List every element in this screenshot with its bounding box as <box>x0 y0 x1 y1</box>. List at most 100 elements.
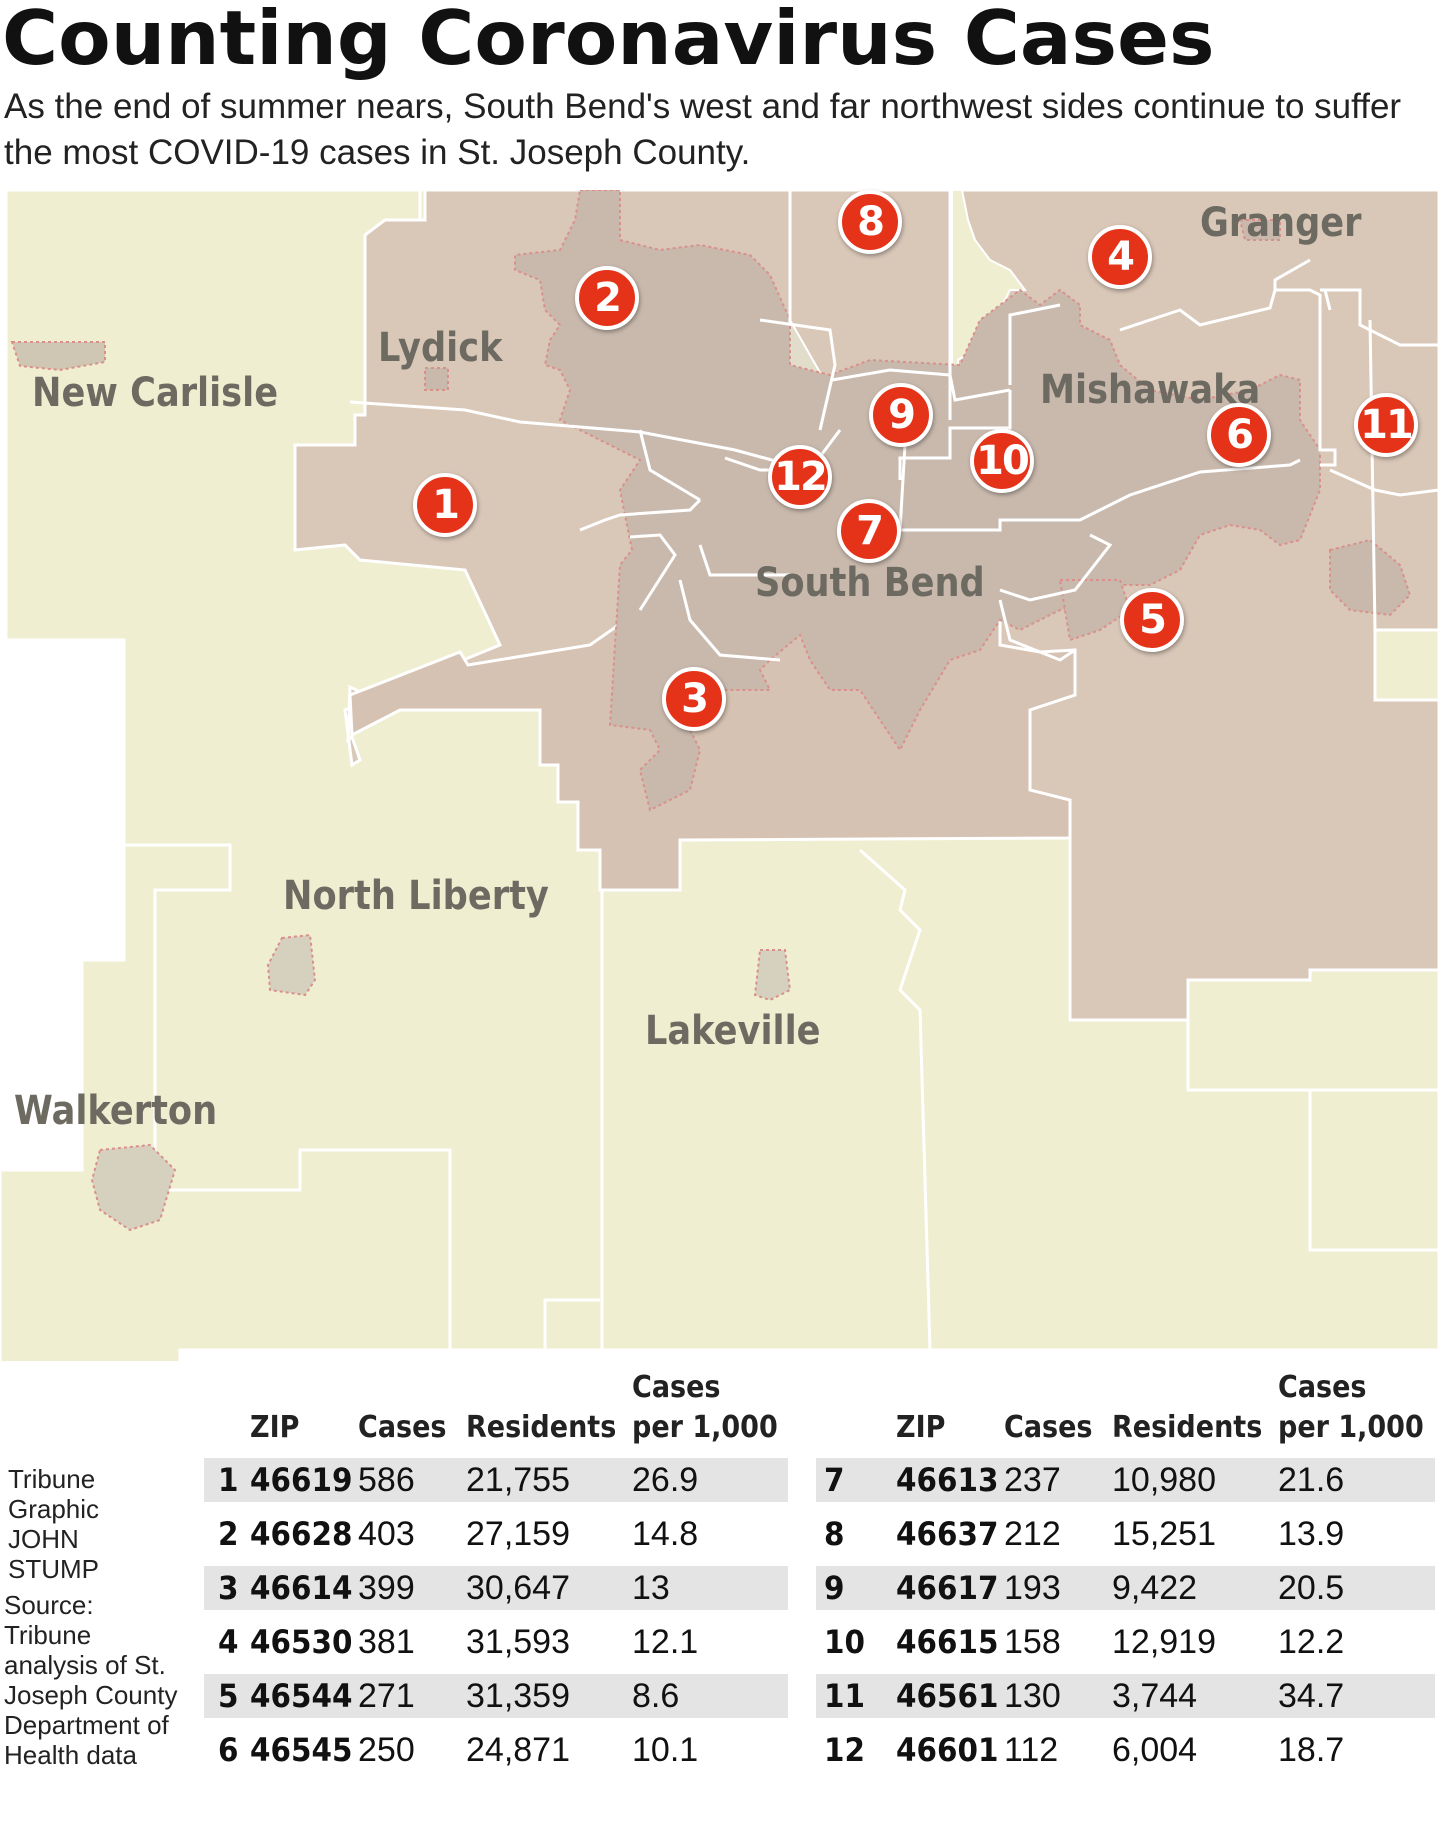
place-label-mishawaka: Mishawaka <box>1040 367 1261 413</box>
credit-line: Graphic <box>8 1494 100 1524</box>
zip-marker-3: 3 <box>662 667 726 731</box>
table-row: 8 46637 212 15,251 13.9 <box>816 1512 1435 1556</box>
place-label-walkerton: Walkerton <box>14 1088 218 1134</box>
row-residents: 10,980 <box>1112 1461 1216 1499</box>
row-per-1000: 26.9 <box>632 1461 699 1499</box>
row-zip: 46637 <box>896 1515 999 1553</box>
col-header-per1000-line1: Cases <box>632 1370 721 1405</box>
table-row: 2 46628 403 27,159 14.8 <box>204 1512 788 1556</box>
page-title: Counting Coronavirus Cases <box>2 0 1215 82</box>
row-residents: 15,251 <box>1112 1515 1216 1553</box>
row-zip: 46544 <box>250 1677 353 1715</box>
row-per-1000: 18.7 <box>1278 1731 1345 1769</box>
row-zip: 46561 <box>896 1677 999 1715</box>
row-number: 11 <box>824 1677 865 1715</box>
row-zip: 46628 <box>250 1515 353 1553</box>
credit-line: STUMP <box>8 1554 99 1584</box>
row-residents: 30,647 <box>466 1569 570 1607</box>
row-zip: 46601 <box>896 1731 999 1769</box>
row-cases: 112 <box>1004 1731 1059 1769</box>
row-number: 12 <box>824 1731 865 1769</box>
row-residents: 3,744 <box>1112 1677 1198 1715</box>
zip-boundaries <box>349 190 1439 662</box>
row-number: 8 <box>824 1515 845 1553</box>
source-note: Source: Tribune analysis of St. Joseph C… <box>4 1590 178 1770</box>
row-cases: 193 <box>1004 1569 1061 1607</box>
cases-table-left: ZIP Cases Residents Cases per 1,000 1 466… <box>204 1366 788 1769</box>
zip-marker-12: 12 <box>768 445 832 509</box>
place-label-south-bend: South Bend <box>755 560 985 606</box>
row-zip: 46615 <box>896 1623 999 1661</box>
zip-marker-4: 4 <box>1088 225 1152 289</box>
city-areas <box>10 190 1412 1232</box>
row-number: 9 <box>824 1569 845 1607</box>
place-label-granger: Granger <box>1200 200 1362 246</box>
row-cases: 237 <box>1004 1461 1061 1499</box>
row-zip: 46545 <box>250 1731 353 1769</box>
credit-line: JOHN <box>8 1524 79 1554</box>
row-cases: 271 <box>358 1677 415 1715</box>
row-per-1000: 14.8 <box>632 1515 699 1553</box>
page-subtitle: As the end of summer nears, South Bend's… <box>4 87 1402 172</box>
row-zip: 46614 <box>250 1569 353 1607</box>
zip-marker-5: 5 <box>1120 588 1184 652</box>
col-header-per1000-line2: per 1,000 <box>1278 1410 1424 1445</box>
row-per-1000: 13 <box>632 1569 670 1607</box>
col-header-cases: Cases <box>358 1410 447 1445</box>
zip-marker-7: 7 <box>837 499 901 563</box>
row-zip: 46530 <box>250 1623 353 1661</box>
credit-line: Tribune <box>8 1464 96 1494</box>
row-number: 1 <box>218 1461 239 1499</box>
place-label-lakeville: Lakeville <box>645 1008 821 1054</box>
col-header-residents: Residents <box>466 1410 617 1445</box>
col-header-zip: ZIP <box>896 1410 946 1445</box>
row-per-1000: 10.1 <box>632 1731 699 1769</box>
row-per-1000: 12.1 <box>632 1623 699 1661</box>
cases-table-right: ZIP Cases Residents Cases per 1,000 7 466… <box>816 1366 1435 1769</box>
col-header-per1000-line1: Cases <box>1278 1370 1367 1405</box>
zip-marker-1: 1 <box>413 473 477 537</box>
row-number: 4 <box>218 1623 239 1661</box>
zip-marker-9: 9 <box>869 383 933 447</box>
zip-marker-2: 2 <box>575 266 639 330</box>
row-number: 6 <box>218 1731 239 1769</box>
table-row: 11 46561 130 3,744 34.7 <box>816 1674 1435 1718</box>
place-label-new-carlisle: New Carlisle <box>32 370 279 416</box>
col-header-zip: ZIP <box>250 1410 300 1445</box>
row-per-1000: 13.9 <box>1278 1515 1345 1553</box>
map-canvas <box>0 190 1439 1361</box>
table-row: 12 46601 112 6,004 18.7 <box>816 1728 1435 1772</box>
row-cases: 381 <box>358 1623 415 1661</box>
table-row: 6 46545 250 24,871 10.1 <box>204 1728 788 1772</box>
row-number: 5 <box>218 1677 239 1715</box>
row-number: 2 <box>218 1515 239 1553</box>
row-residents: 24,871 <box>466 1731 570 1769</box>
row-per-1000: 34.7 <box>1278 1677 1345 1715</box>
zip-marker-6: 6 <box>1207 403 1271 467</box>
place-label-north-liberty: North Liberty <box>283 873 549 919</box>
place-label-lydick: Lydick <box>378 325 503 371</box>
row-per-1000: 8.6 <box>632 1677 680 1715</box>
row-zip: 46613 <box>896 1461 999 1499</box>
row-cases: 586 <box>358 1461 415 1499</box>
col-header-per1000-line2: per 1,000 <box>632 1410 778 1445</box>
row-cases: 403 <box>358 1515 415 1553</box>
zip-marker-8: 8 <box>838 190 902 254</box>
row-residents: 31,359 <box>466 1677 570 1715</box>
row-residents: 6,004 <box>1112 1731 1198 1769</box>
row-per-1000: 12.2 <box>1278 1623 1345 1661</box>
col-header-cases: Cases <box>1004 1410 1093 1445</box>
row-residents: 21,755 <box>466 1461 570 1499</box>
row-cases: 399 <box>358 1569 415 1607</box>
zip-map: New Carlisle Lydick Granger Mishawaka So… <box>0 190 1439 1361</box>
zip-marker-10: 10 <box>970 429 1034 493</box>
table-row: 7 46613 237 10,980 21.6 <box>816 1458 1435 1502</box>
row-residents: 27,159 <box>466 1515 570 1553</box>
row-residents: 9,422 <box>1112 1569 1198 1607</box>
table-row: 10 46615 158 12,919 12.2 <box>816 1620 1435 1664</box>
row-residents: 12,919 <box>1112 1623 1216 1661</box>
col-header-residents: Residents <box>1112 1410 1263 1445</box>
zip-marker-11: 11 <box>1354 393 1418 457</box>
row-number: 10 <box>824 1623 865 1661</box>
row-cases: 250 <box>358 1731 415 1769</box>
